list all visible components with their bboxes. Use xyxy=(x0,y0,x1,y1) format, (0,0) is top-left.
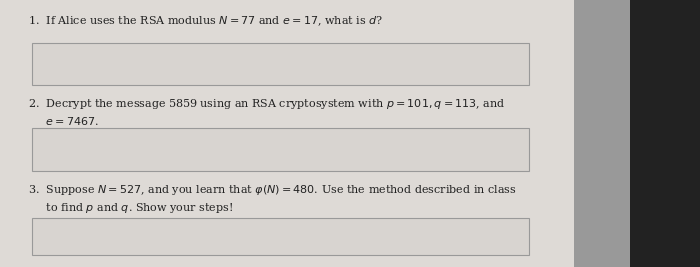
FancyBboxPatch shape xyxy=(32,128,528,171)
FancyBboxPatch shape xyxy=(32,218,528,255)
Text: 2.  Decrypt the message 5859 using an RSA cryptosystem with $p = 101, q = 113$, : 2. Decrypt the message 5859 using an RSA… xyxy=(28,97,505,127)
Text: 3.  Suppose $N = 527$, and you learn that $\varphi(N) = 480$. Use the method des: 3. Suppose $N = 527$, and you learn that… xyxy=(28,183,517,215)
Text: 1.  If Alice uses the RSA modulus $N = 77$ and $e = 17$, what is $d$?: 1. If Alice uses the RSA modulus $N = 77… xyxy=(28,15,383,28)
FancyBboxPatch shape xyxy=(574,0,630,267)
FancyBboxPatch shape xyxy=(32,43,528,85)
FancyBboxPatch shape xyxy=(630,0,700,267)
FancyBboxPatch shape xyxy=(0,0,574,267)
